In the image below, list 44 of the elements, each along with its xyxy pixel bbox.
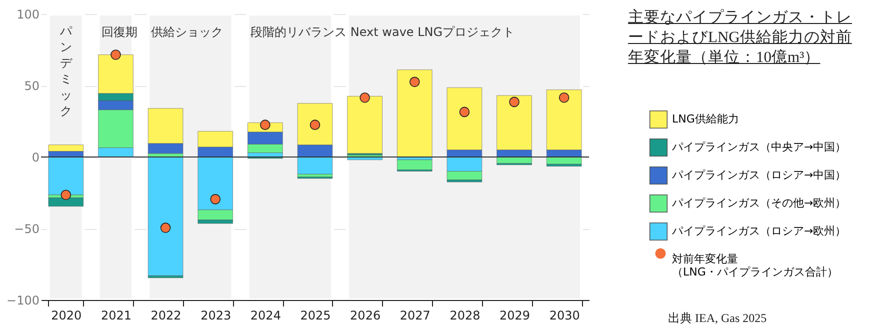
x-tick-label: 2022 xyxy=(150,308,182,322)
legend-label: パイプラインガス（中央ア→中国） xyxy=(671,140,846,154)
source-note: 出典 IEA, Gas 2025 xyxy=(668,310,767,327)
y-tick-label: 0 xyxy=(32,150,40,164)
y-tick-label: −100 xyxy=(6,294,40,308)
x-tick-label: 2027 xyxy=(400,308,430,322)
point xyxy=(260,120,270,130)
x-tick-label: 2029 xyxy=(500,308,530,322)
y-tick-label: 100 xyxy=(16,8,40,22)
point xyxy=(110,50,121,60)
band-label: 段階的リバランス xyxy=(250,25,347,39)
point xyxy=(160,222,171,233)
x-tick-label: 2020 xyxy=(51,308,82,322)
point xyxy=(360,92,370,103)
bar xyxy=(347,96,382,154)
point xyxy=(60,190,72,200)
bar xyxy=(397,70,432,158)
y-tick-label: 50 xyxy=(24,79,40,93)
legend-label: パイプラインガス（その他→欧州） xyxy=(671,196,846,210)
legend-label: パイプラインガス（ロシア→欧州） xyxy=(671,224,846,238)
text: 主要なパイプラインガス・トレードおよびLNG供給能力の対前年変化量（単位：10億m³） xyxy=(628,8,853,68)
x-tick-label: 2030 xyxy=(549,308,580,322)
bar xyxy=(397,160,432,170)
band-label: 回復期 xyxy=(101,25,138,39)
legend-label: LNG供給能力 xyxy=(672,112,739,126)
band-label: 供給ショック xyxy=(151,25,224,39)
legend-label: パイプラインガス（ロシア→中国） xyxy=(671,168,846,182)
x-tick-label: 2021 xyxy=(100,308,132,322)
band-label: パンデミック xyxy=(58,24,73,118)
x-tick-label: 2024 xyxy=(250,308,281,322)
bar xyxy=(148,156,184,276)
x-tick-label: 2028 xyxy=(450,308,480,322)
y-tick-label: −50 xyxy=(14,222,40,236)
band-label: Next wave LNGプロジェクト xyxy=(350,25,515,39)
point xyxy=(459,106,470,118)
bar xyxy=(48,198,84,206)
x-tick-label: 2023 xyxy=(200,308,232,322)
point xyxy=(210,194,221,204)
point xyxy=(509,96,520,108)
x-tick-label: 2026 xyxy=(350,308,381,322)
point xyxy=(409,76,420,88)
x-tick-label: 2025 xyxy=(300,308,331,322)
point xyxy=(558,92,570,103)
legend-label: 対前年変化量（LNG・パイプラインガス合計） xyxy=(672,252,838,278)
